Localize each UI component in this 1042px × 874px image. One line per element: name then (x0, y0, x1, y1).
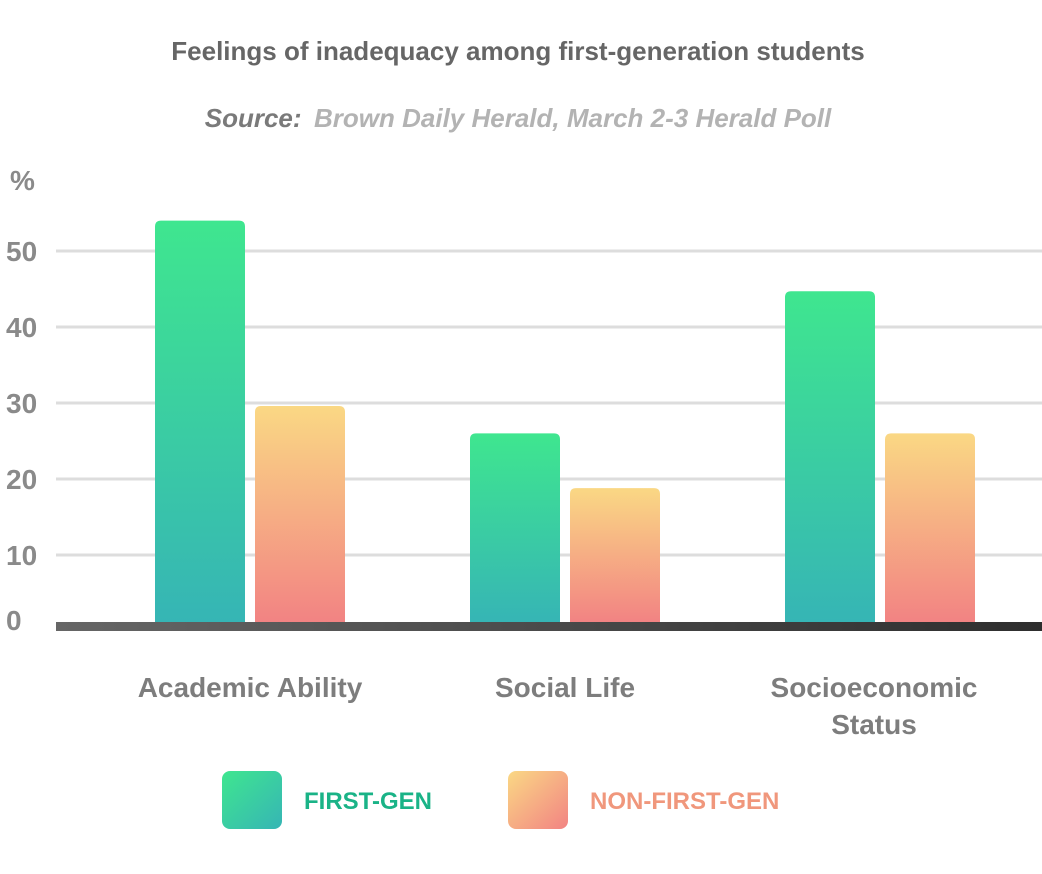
x-category-label: Academic Ability (138, 672, 363, 703)
y-tick-label: 0 (6, 605, 22, 636)
chart-title: Feelings of inadequacy among first-gener… (171, 36, 864, 66)
legend-item-first-gen: FIRST-GEN (222, 771, 432, 829)
subtitle-source-label: Source: (205, 103, 302, 133)
grid-line (56, 325, 1042, 329)
x-axis-baseline (56, 622, 1042, 631)
bar-non-first-gen (255, 406, 345, 622)
bar-first-gen (785, 291, 875, 622)
bars (155, 220, 975, 622)
grid-line (56, 401, 1042, 405)
legend-item-non-first-gen: NON-FIRST-GEN (508, 771, 779, 829)
x-axis-categories: Academic Ability Social Life Socioeconomic… (138, 672, 978, 740)
bar-non-first-gen (570, 488, 660, 622)
legend-label-non-first-gen: NON-FIRST-GEN (590, 788, 779, 815)
y-tick-label: 40 (6, 312, 37, 343)
grid-line (56, 249, 1042, 253)
bar-first-gen (155, 220, 245, 622)
bar-first-gen (470, 433, 560, 622)
legend-swatch-first-gen (222, 771, 282, 829)
subtitle-source-text: Brown Daily Herald, March 2-3 Herald Pol… (314, 103, 832, 133)
y-tick-label: 10 (6, 540, 37, 571)
y-tick-label: 50 (6, 236, 37, 267)
legend-label-first-gen: FIRST-GEN (304, 788, 432, 815)
x-category-label: Social Life (495, 672, 635, 703)
chart-subtitle: Source: Brown Daily Herald, March 2-3 He… (205, 103, 832, 133)
x-category-label: Status (831, 709, 917, 740)
y-axis-ticks: 0 10 20 30 40 50 (6, 236, 37, 636)
y-tick-label: 20 (6, 464, 37, 495)
x-category-label: Socioeconomic (771, 672, 978, 703)
y-tick-label: 30 (6, 388, 37, 419)
y-axis-label: % (10, 165, 35, 196)
legend-swatch-non-first-gen (508, 771, 568, 829)
bar-non-first-gen (885, 433, 975, 622)
legend: FIRST-GEN NON-FIRST-GEN (222, 771, 779, 829)
